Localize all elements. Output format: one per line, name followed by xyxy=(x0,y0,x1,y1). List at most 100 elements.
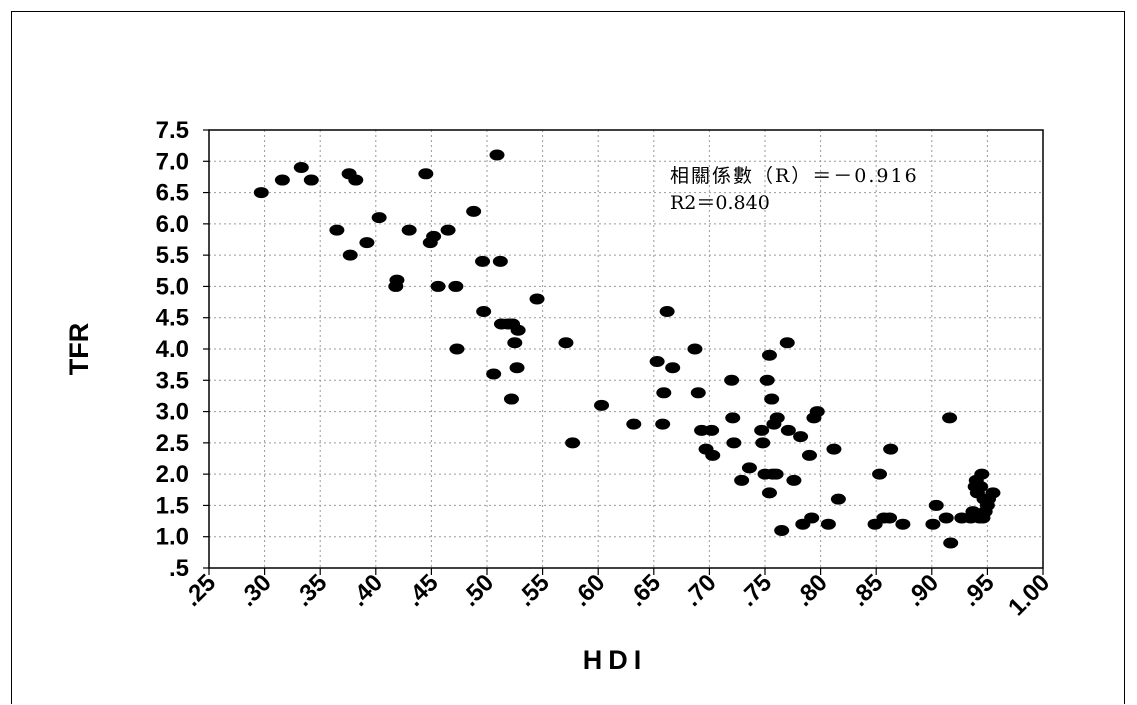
data-point xyxy=(761,487,777,499)
y-tick-label: 7.5 xyxy=(156,117,189,144)
y-tick-label: 5.5 xyxy=(156,242,189,269)
data-point xyxy=(741,462,757,474)
data-point xyxy=(925,518,941,530)
data-point xyxy=(780,424,796,436)
data-point xyxy=(725,412,741,424)
data-point xyxy=(348,174,364,186)
data-point xyxy=(801,449,817,461)
y-tick-label: 3.5 xyxy=(156,367,189,394)
data-point xyxy=(475,255,491,267)
axis-ticks xyxy=(203,129,1044,575)
y-tick-label: 1.5 xyxy=(156,492,189,519)
x-tick-label: .95 xyxy=(957,569,1000,612)
data-point xyxy=(389,274,405,286)
y-tick-label: .5 xyxy=(169,555,189,582)
x-tick-label: .35 xyxy=(290,569,333,612)
data-point xyxy=(253,187,269,199)
data-point xyxy=(626,418,642,430)
data-point xyxy=(448,280,464,292)
y-tick-label: 2.5 xyxy=(156,430,189,457)
data-point xyxy=(882,512,898,524)
data-point xyxy=(943,537,959,549)
r-squared-annotation: R2＝0.840 xyxy=(670,192,770,214)
x-tick-label: .30 xyxy=(234,569,277,612)
x-tick-label: .45 xyxy=(401,569,444,612)
data-point xyxy=(529,293,545,305)
data-point xyxy=(942,412,958,424)
data-point xyxy=(489,149,505,161)
x-tick-label: .70 xyxy=(679,569,722,612)
data-point xyxy=(486,368,502,380)
data-point xyxy=(734,474,750,486)
data-point xyxy=(274,174,290,186)
data-point xyxy=(440,224,456,236)
x-tick-label: .85 xyxy=(846,569,889,612)
x-tick-labels: .25.30.35.40.45.50.55.60.65.70.75.80.85.… xyxy=(179,569,1056,621)
y-tick-label: 5.0 xyxy=(156,273,189,300)
y-axis-title: TFR xyxy=(64,323,94,375)
data-point xyxy=(690,387,706,399)
data-point xyxy=(655,418,671,430)
data-point xyxy=(401,224,417,236)
y-tick-labels: .5 1.0 1.5 2.0 2.5 3.0 3.5 4.0 4.5 5.0 5.5 6.0 6.5 7.… xyxy=(156,117,189,582)
chart-frame: .5 1.0 1.5 2.0 2.5 3.0 3.5 4.0 4.5 5.0 5.5 6.0 6.5 7.… xyxy=(11,11,1125,704)
data-points xyxy=(253,149,1001,549)
data-point xyxy=(761,349,777,361)
y-tick-label: 1.0 xyxy=(156,524,189,551)
data-point xyxy=(768,468,784,480)
x-tick-label: .40 xyxy=(345,569,388,612)
y-tick-label: 2.0 xyxy=(156,461,189,488)
data-point xyxy=(430,280,446,292)
x-tick-label: .65 xyxy=(623,569,666,612)
data-point xyxy=(985,487,1001,499)
y-tick-label: 6.5 xyxy=(156,180,189,207)
data-point xyxy=(872,468,888,480)
data-point xyxy=(769,412,785,424)
x-tick-label: .50 xyxy=(457,569,500,612)
data-point xyxy=(826,443,842,455)
data-point xyxy=(509,362,525,374)
data-point xyxy=(705,449,721,461)
data-point xyxy=(466,205,482,217)
data-point xyxy=(724,374,740,386)
data-point xyxy=(665,362,681,374)
data-point xyxy=(726,437,742,449)
data-point xyxy=(759,374,775,386)
data-point xyxy=(659,305,675,317)
data-point xyxy=(371,212,387,224)
x-tick-label: .80 xyxy=(790,569,833,612)
data-point xyxy=(565,437,581,449)
data-point xyxy=(342,249,358,261)
x-tick-label: .55 xyxy=(512,569,555,612)
x-axis-title: HDI xyxy=(583,645,648,675)
data-point xyxy=(779,337,795,349)
grid-lines xyxy=(208,129,1044,569)
data-point xyxy=(449,343,465,355)
data-point xyxy=(764,393,780,405)
x-tick-label: .90 xyxy=(901,569,944,612)
data-point xyxy=(895,518,911,530)
y-tick-label: 3.0 xyxy=(156,399,189,426)
data-point xyxy=(820,518,836,530)
data-point xyxy=(830,493,846,505)
data-point xyxy=(476,305,492,317)
scatter-chart: .5 1.0 1.5 2.0 2.5 3.0 3.5 4.0 4.5 5.0 5.5 6.0 6.5 7.… xyxy=(64,117,1056,675)
data-point xyxy=(755,437,771,449)
data-point xyxy=(329,224,345,236)
x-tick-label: .60 xyxy=(568,569,611,612)
data-point xyxy=(786,474,802,486)
x-tick-label: .75 xyxy=(735,569,778,612)
data-point xyxy=(793,431,809,443)
data-point xyxy=(303,174,319,186)
data-point xyxy=(974,468,990,480)
data-point xyxy=(418,168,434,180)
data-point xyxy=(507,337,523,349)
data-point xyxy=(503,393,519,405)
y-tick-label: 4.0 xyxy=(156,336,189,363)
y-tick-label: 6.0 xyxy=(156,211,189,238)
y-tick-label: 7.0 xyxy=(156,148,189,175)
data-point xyxy=(704,424,720,436)
correlation-annotation: 相關係數（R）＝－0.916 xyxy=(670,165,919,187)
data-point xyxy=(492,255,508,267)
data-point xyxy=(804,512,820,524)
